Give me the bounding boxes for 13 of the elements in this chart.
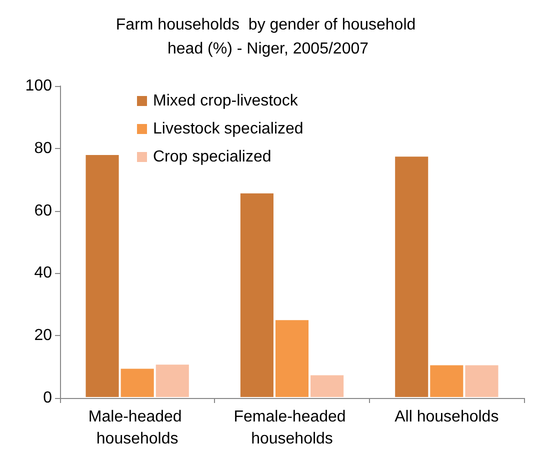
y-tick-label: 40 (34, 264, 52, 282)
legend-label: Mixed crop-livestock (153, 92, 299, 110)
x-tick-label: All households (394, 408, 499, 426)
y-tick-label: 60 (34, 202, 52, 220)
legend-label: Crop specialized (153, 148, 272, 166)
x-tick-label: Female-headed households (234, 408, 350, 448)
chart-title: Farm households by gender of household head (%) - Niger, 2005/2007 (116, 16, 420, 58)
y-tick-label: 100 (25, 78, 52, 94)
y-tick-label: 0 (43, 390, 52, 406)
y-tick-label: 20 (34, 327, 52, 344)
legend-label: Livestock specialized (153, 120, 304, 138)
x-tick-label: Male-headed households (88, 408, 186, 448)
y-tick-label: 80 (34, 140, 52, 157)
